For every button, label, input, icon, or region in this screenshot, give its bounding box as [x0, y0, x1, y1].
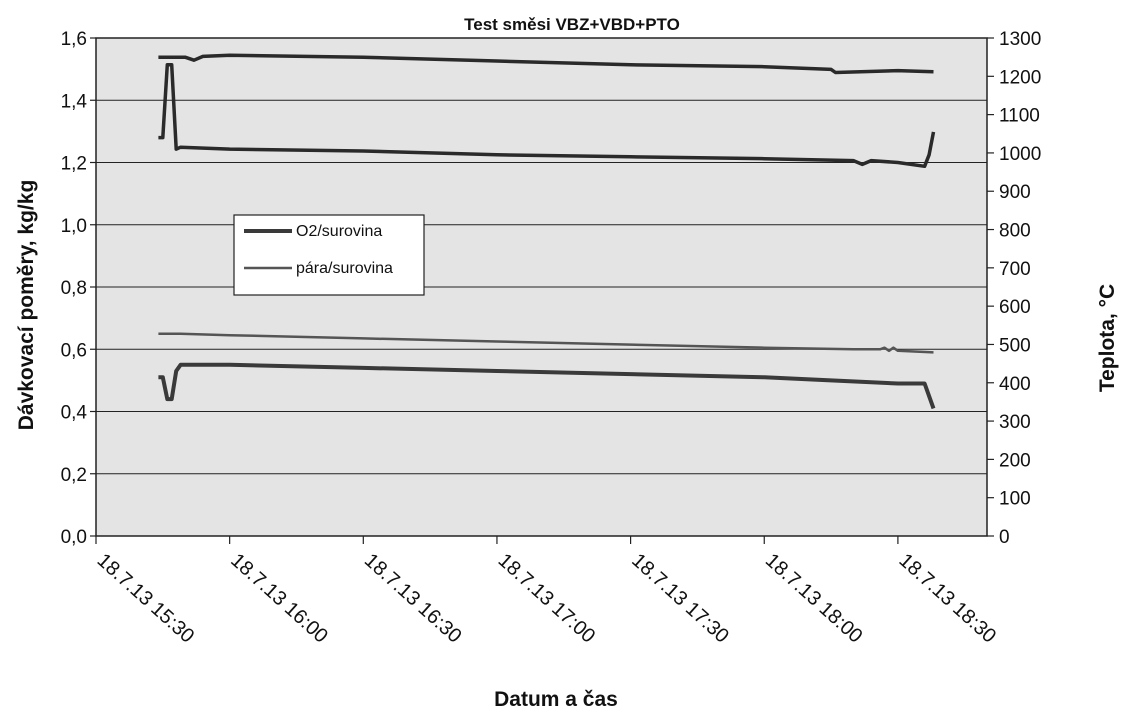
- series-layer: [158, 53, 936, 410]
- left-tick-label: 1,6: [61, 29, 87, 50]
- right-tick-label: 500: [999, 335, 1031, 356]
- right-tick-label: 800: [999, 221, 1031, 242]
- right-tick-label: 1300: [999, 29, 1041, 50]
- left-tick-label: 0,0: [61, 527, 87, 548]
- right-tick-label: 300: [999, 412, 1031, 433]
- legend-label-o2: O2/surovina: [296, 223, 382, 240]
- right-tick-label: 1200: [999, 67, 1041, 88]
- left-tick-label: 0,8: [61, 278, 87, 299]
- right-axis-ticks: 0 100 200 300 400 500 600 700 800 900 1000 1100 1200…: [987, 29, 1041, 548]
- right-tick-label: 1000: [999, 144, 1041, 165]
- legend-box: [233, 214, 425, 296]
- right-tick-label: 900: [999, 182, 1031, 203]
- left-tick-label: 1,0: [61, 216, 87, 237]
- right-tick-label: 200: [999, 450, 1031, 471]
- legend: O2/surovina pára/surovina: [233, 214, 425, 296]
- left-tick-label: 0,6: [61, 340, 87, 361]
- series-line-0: [158, 362, 936, 410]
- right-tick-label: 1100: [999, 106, 1040, 127]
- chart-title: Test směsi VBZ+VBD+PTO: [464, 15, 680, 34]
- right-axis-title: Teplota, °C: [1096, 284, 1119, 392]
- right-tick-label: 400: [999, 374, 1031, 395]
- left-axis-ticks: 0,0 0,2 0,4 0,6 0,8 1,0 1,2 1,4 1,6: [61, 29, 96, 548]
- left-tick-label: 0,4: [61, 403, 88, 424]
- left-axis-title: Dávkovací poměry, kg/kg: [15, 180, 38, 431]
- left-tick-label: 0,2: [61, 465, 87, 486]
- right-tick-label: 100: [999, 489, 1031, 510]
- legend-label-steam: pára/surovina: [296, 260, 393, 277]
- right-tick-label: 0: [999, 527, 1010, 548]
- right-tick-label: 700: [999, 259, 1031, 280]
- x-axis-title: Datum a čas: [494, 688, 618, 711]
- series-line-3: [158, 53, 934, 75]
- left-tick-label: 1,2: [61, 154, 87, 175]
- series-line-2: [158, 63, 936, 169]
- left-tick-label: 1,4: [61, 91, 88, 112]
- right-tick-label: 600: [999, 297, 1031, 318]
- series-line-1: [158, 332, 934, 354]
